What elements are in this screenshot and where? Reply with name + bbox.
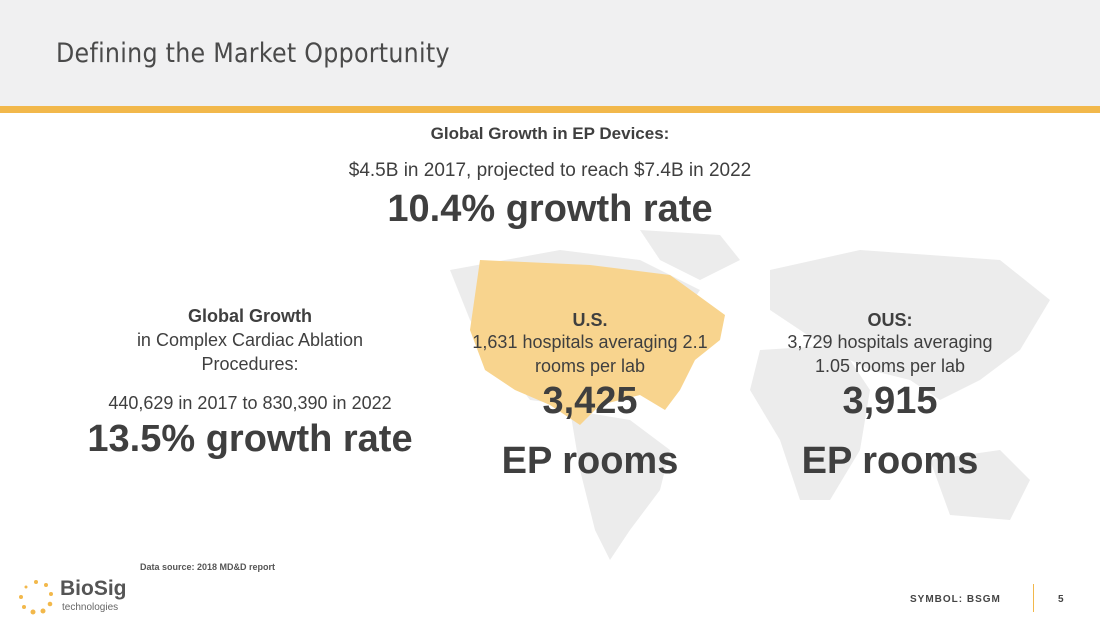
footer-divider [1033,584,1034,612]
ablation-growth-rate: 13.5% growth rate [87,418,413,460]
biosig-logo: BioSig technologies [16,577,156,617]
page-title: Defining the Market Opportunity [56,38,450,69]
us-map-highlight [470,260,725,425]
ous-line2: 1.05 rooms per lab [814,356,966,376]
us-heading: U.S. [572,310,608,330]
data-source: Data source: 2018 MD&D report [140,562,276,572]
ep-detail: $4.5B in 2017, projected to reach $7.4B … [348,160,752,181]
stock-symbol: SYMBOL: BSGM [910,594,1001,605]
ous-heading: OUS: [867,310,913,330]
logo-subtext: technologies [62,602,119,613]
ablation-detail: 440,629 in 2017 to 830,390 in 2022 [108,393,392,413]
logo-wordmark: BioSig [60,577,127,600]
ep-heading: Global Growth in EP Devices: [430,124,670,143]
accent-bar [0,106,1100,113]
ous-room-unit: EP rooms [801,440,979,482]
us-line2: rooms per lab [534,356,646,376]
us-room-unit: EP rooms [501,440,679,482]
logo-dots-icon [19,580,53,615]
ablation-heading: Global Growth [188,306,312,326]
ep-growth-rate: 10.4% growth rate [387,188,713,230]
ablation-line2: Procedures: [201,354,299,374]
ous-line1: 3,729 hospitals averaging [787,332,993,352]
world-map [450,230,1050,560]
us-room-count: 3,425 [542,380,638,422]
header-band [0,0,1100,106]
ous-room-count: 3,915 [842,380,938,422]
us-line1: 1,631 hospitals averaging 2.1 [472,332,708,352]
ablation-line1: in Complex Cardiac Ablation [136,330,364,350]
page-number: 5 [1058,594,1064,605]
